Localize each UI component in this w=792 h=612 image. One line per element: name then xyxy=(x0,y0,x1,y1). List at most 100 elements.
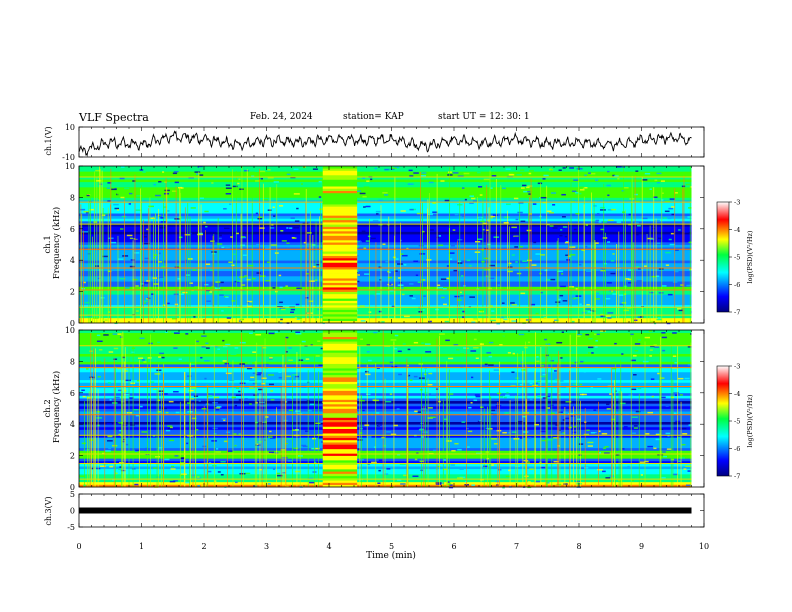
ch1-spectrogram-cell xyxy=(526,229,532,232)
ch1-spectrogram-cell xyxy=(180,187,184,189)
ch1-spectrogram-cell xyxy=(565,240,569,243)
ch1-spectrogram-cell xyxy=(501,187,506,190)
ch1-spectrogram-cell xyxy=(93,317,99,319)
ch2-spectrogram-cell xyxy=(109,465,114,468)
ch2-spectrogram-cell xyxy=(459,468,464,470)
ch2-spectrogram-cell xyxy=(215,448,219,450)
x-tick-label: 0 xyxy=(76,542,81,551)
ch1-spectrogram-band xyxy=(79,202,692,206)
ch1-spectrogram-cell xyxy=(355,190,362,192)
ch2-spectrogram-cell xyxy=(276,472,281,475)
ch1-spectrogram-cell xyxy=(142,171,146,173)
ch2-spectrogram-cell xyxy=(602,470,606,473)
ch1-spectrogram-cell xyxy=(416,212,423,215)
ch1-spectrogram-cell xyxy=(654,219,660,222)
ch2-spectrogram-cell xyxy=(476,346,482,349)
ch1-spectrogram-cell xyxy=(533,241,537,244)
ch1-spectrogram-cell xyxy=(446,265,450,267)
ch1-spectrogram-cell xyxy=(231,264,235,267)
ch2-spectrogram-cell xyxy=(230,353,237,356)
ch1-spectrogram-cell xyxy=(255,178,262,180)
ch2-spectrogram-band xyxy=(79,330,692,334)
ch2-spectrogram-cell xyxy=(634,350,639,352)
ch2-spectrogram-cell xyxy=(540,430,546,433)
ch2-spectrogram-band xyxy=(79,340,692,344)
ch2-spectrogram-cell xyxy=(443,418,448,421)
ch2-spectrogram-cell xyxy=(309,403,315,406)
ch1-spectrogram-cell xyxy=(264,247,271,249)
ch1-spectrogram-burst xyxy=(322,166,358,324)
ch2-spectrogram-cell xyxy=(292,429,297,431)
ch2-spectrogram-cell xyxy=(86,397,91,399)
ch2-spectrogram-cell xyxy=(468,406,472,409)
ch1-spectrogram-cell xyxy=(688,241,693,244)
ch2-spectrogram-cell xyxy=(225,372,232,375)
ch1-spectrogram-cell xyxy=(83,210,90,213)
ch2-spectrogram-cell xyxy=(263,363,269,366)
ch1-spectrogram-cell xyxy=(146,280,150,282)
ch2-spectrogram-cell xyxy=(129,397,134,399)
ch1-spectrogram-burst-row xyxy=(322,305,358,308)
ch1-spectrogram-burst-row xyxy=(322,201,358,205)
ch1-spectrogram-cell xyxy=(121,219,127,221)
ch1-spectrogram-cell xyxy=(633,319,638,322)
ch1-spectrogram-cell xyxy=(157,261,163,263)
ch2-spectrogram-cell xyxy=(168,400,174,403)
ch1-spectrogram-cell xyxy=(409,175,414,177)
ch2-spectrogram-cell xyxy=(577,335,581,337)
ch2-spectrogram-cell xyxy=(494,362,498,365)
ch1-spectrogram-cell xyxy=(205,263,211,265)
ch1-spectrogram-cell xyxy=(374,167,378,170)
ch2-spectrogram-cell xyxy=(185,333,189,335)
ch1-spectrogram-cell xyxy=(522,184,527,187)
ch1-spectrogram-cell xyxy=(403,264,407,266)
ch1-spectrogram-cell xyxy=(292,237,297,239)
ch2-spectrogram-cell xyxy=(600,330,606,332)
ch2-spectrogram-cell xyxy=(659,377,665,379)
ch1-spectrogram-cell xyxy=(158,252,161,255)
ch1-spectrogram-cell xyxy=(135,285,139,287)
ch2-spectrogram-cell xyxy=(653,344,657,346)
ch1-spectrogram-cell xyxy=(520,220,526,223)
ch2-spectrogram-cell xyxy=(255,373,261,376)
ch1-spectrogram-cell xyxy=(218,237,222,240)
ch2-spectrogram-cell xyxy=(406,364,409,367)
ch2-spectrogram-cell xyxy=(144,389,148,392)
ch1-spectrogram-band xyxy=(79,299,692,303)
ch1-spectrogram-cell xyxy=(459,295,464,297)
ch1-spectrogram-cell xyxy=(664,200,671,203)
ch1-spectrogram-cell xyxy=(89,208,94,211)
ch1-spectrogram-cell xyxy=(491,175,497,177)
ch2-spectrogram-cell xyxy=(632,432,636,435)
ch1-spectrogram-cell xyxy=(653,322,657,325)
ch2-spectrogram-cell xyxy=(186,442,189,445)
ch1-voltage-panel: 10-10 xyxy=(62,123,705,162)
ch2-spectrogram-cell xyxy=(427,407,433,409)
ch2-spectrogram-cell xyxy=(435,483,442,486)
ch2-spectrogram-cell xyxy=(137,357,144,359)
ch2-spectrogram-cell xyxy=(307,477,314,480)
ch1-spectrogram-cell xyxy=(576,167,583,170)
ch2-spectrogram-cell xyxy=(439,333,445,335)
x-tick-label: 7 xyxy=(514,542,519,551)
ch1-spectrogram-cell xyxy=(400,210,406,212)
ch1-spectrogram-cell xyxy=(188,176,194,179)
ch1-spectrogram-cell xyxy=(106,187,111,189)
ch1-spectrogram-cell xyxy=(219,294,224,296)
ch1-spectrogram-cell xyxy=(436,236,439,239)
ch1-spectrogram-cell xyxy=(296,318,300,320)
ch1-spectrogram-cell xyxy=(259,170,266,173)
ch1-spectrogram-cell xyxy=(552,227,558,229)
ch2-spectrogram-cell xyxy=(126,412,133,414)
ch1-spectrogram-cell xyxy=(421,279,426,281)
ch1-spectrogram-burst-row xyxy=(322,273,358,277)
ch2-spectrogram-cell xyxy=(625,330,628,332)
ch2-spectrogram-burst-row xyxy=(322,437,358,441)
ch2-spectrogram-cell xyxy=(217,471,221,473)
ch1-spectrogram-cell xyxy=(461,187,465,189)
ch2-spectrogram-cell xyxy=(588,346,594,349)
ch2-spectrogram-cell xyxy=(361,361,368,363)
ch2-spectrogram-burst-row xyxy=(322,466,358,470)
ch1-spectrogram-cell xyxy=(193,316,196,318)
ch2-spectrogram-cell xyxy=(318,364,325,367)
